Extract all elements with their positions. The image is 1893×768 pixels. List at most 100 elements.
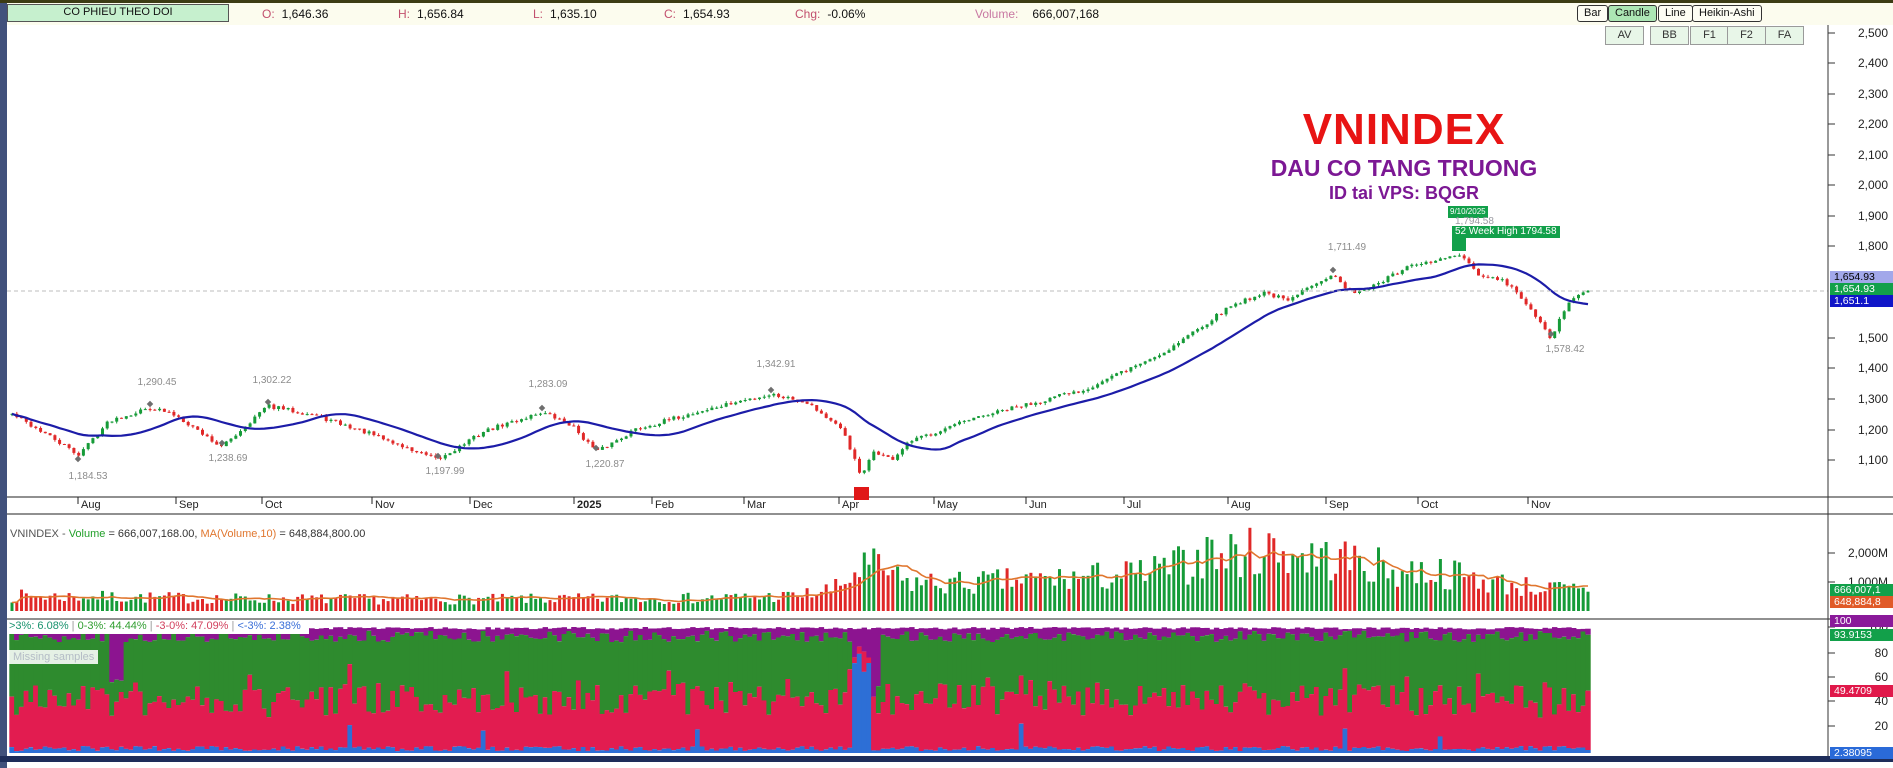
breadth-bar-segment <box>1085 749 1091 753</box>
breadth-bar-segment <box>109 682 115 716</box>
breadth-bar-segment <box>785 750 791 753</box>
breadth-bar-segment <box>1413 715 1420 749</box>
chart-type-heikin-ashi-button[interactable]: Heikin-Ashi <box>1692 5 1762 22</box>
volume-bar <box>1429 580 1433 611</box>
breadth-bar-segment <box>909 640 915 711</box>
candle-body <box>53 435 57 440</box>
breadth-bar-segment <box>490 709 496 747</box>
breadth-bar-segment <box>1209 634 1215 700</box>
breadth-bar-segment <box>1014 627 1020 637</box>
pivot-diamond-marker <box>264 398 272 406</box>
breadth-bar-segment <box>185 637 191 697</box>
breadth-bar-segment <box>147 641 153 704</box>
candle-body <box>1234 303 1238 307</box>
volume-bar <box>1172 550 1176 611</box>
breadth-bar-segment <box>1356 634 1363 685</box>
breadth-bar-segment <box>633 628 639 641</box>
breadth-bar-segment <box>218 701 225 751</box>
breadth-bar-segment <box>76 639 82 700</box>
volume-bar <box>543 602 547 611</box>
breadth-bar-segment <box>523 746 529 753</box>
breadth-bar-segment <box>1161 688 1167 750</box>
breadth-bar-segment <box>956 685 963 750</box>
breadth-bar-segment <box>575 637 582 681</box>
volume-bar <box>1543 591 1547 611</box>
breadth-bar-segment <box>904 627 910 632</box>
breadth-bar-segment <box>1233 628 1239 639</box>
breadth-bar-segment <box>1237 631 1244 692</box>
breadth-bar-segment <box>242 637 248 690</box>
breadth-bar-segment <box>804 696 810 750</box>
breadth-bar-segment <box>499 639 506 706</box>
function-fa-button[interactable]: FA <box>1765 26 1804 45</box>
function-f2-button[interactable]: F2 <box>1727 26 1766 45</box>
breadth-bar-segment <box>1352 637 1358 695</box>
volume-ma-line <box>11 549 1588 604</box>
breadth-bar-segment <box>1447 749 1453 753</box>
chart-type-bar-button[interactable]: Bar <box>1577 5 1609 22</box>
breadth-bar-segment <box>1190 750 1196 753</box>
breadth-bar-segment <box>328 635 334 688</box>
breadth-bar-segment <box>1447 627 1453 633</box>
volume-bar <box>991 573 995 611</box>
breadth-bar-segment <box>656 635 663 692</box>
breadth-bar-segment <box>56 629 63 642</box>
candle-body <box>800 401 804 403</box>
volume-bar <box>1515 588 1519 611</box>
breadth-bar-segment <box>1485 629 1491 635</box>
breadth-bar-segment <box>1304 627 1310 634</box>
breadth-bar-segment <box>1532 639 1539 703</box>
breadth-bar-segment <box>1137 628 1144 638</box>
chart-type-line-button[interactable]: Line <box>1658 5 1693 22</box>
volume-bar <box>796 596 800 611</box>
candle-body <box>1143 361 1147 364</box>
breadth-bar-segment <box>1504 747 1510 753</box>
breadth-bar-segment <box>533 695 539 747</box>
breadth-bar-segment <box>685 750 691 753</box>
breadth-bar-segment <box>1080 750 1086 753</box>
breadth-bar-segment <box>1394 749 1401 753</box>
candle-body <box>862 470 866 473</box>
breadth-bar-segment <box>766 714 772 750</box>
candle-body <box>124 416 128 419</box>
volume-bar <box>1572 583 1576 611</box>
breadth-bar-segment <box>42 707 48 747</box>
watchlist-button[interactable]: CO PHIEU THEO DOI <box>7 4 229 22</box>
breadth-bar-segment <box>1223 635 1229 707</box>
volume-bar <box>1343 541 1347 611</box>
breadth-bar-segment <box>104 631 110 695</box>
breadth-bar-segment <box>799 746 806 753</box>
breadth-bar-segment <box>1518 627 1525 633</box>
breadth-bar-segment <box>1375 636 1382 686</box>
function-bb-button[interactable]: BB <box>1650 26 1689 45</box>
breadth-bar-segment <box>1142 746 1148 753</box>
breadth-bar-segment <box>1552 627 1558 638</box>
breadth-bar-segment <box>1361 688 1367 747</box>
volume-bar <box>643 601 647 611</box>
breadth-bar-segment <box>756 628 763 641</box>
function-av-button[interactable]: AV <box>1605 26 1644 45</box>
breadth-bar-segment <box>1099 747 1106 753</box>
breadth-bar-segment <box>80 746 87 753</box>
breadth-bar-segment <box>680 682 687 748</box>
chart-type-candle-button[interactable]: Candle <box>1608 5 1657 22</box>
breadth-bar-segment <box>1028 748 1034 753</box>
breadth-bar-segment <box>380 628 387 641</box>
breadth-bar-segment <box>176 705 182 749</box>
candle-body <box>115 417 119 422</box>
breadth-bar-segment <box>1271 749 1277 753</box>
volume-bar <box>605 597 609 611</box>
volume-bar <box>1148 572 1152 611</box>
breadth-bar-segment <box>890 638 896 715</box>
breadth-bar-segment <box>633 747 639 753</box>
breadth-bar-segment <box>1447 632 1453 699</box>
function-f1-button[interactable]: F1 <box>1690 26 1729 45</box>
breadth-bar-segment <box>214 699 220 747</box>
breadth-bar-segment <box>833 688 839 750</box>
breadth-bar-segment <box>480 630 487 696</box>
breadth-bar-segment <box>1118 629 1125 633</box>
breadth-bar-segment <box>147 748 153 753</box>
breadth-bar-segment <box>1466 749 1472 753</box>
breadth-bar-segment <box>918 632 925 692</box>
